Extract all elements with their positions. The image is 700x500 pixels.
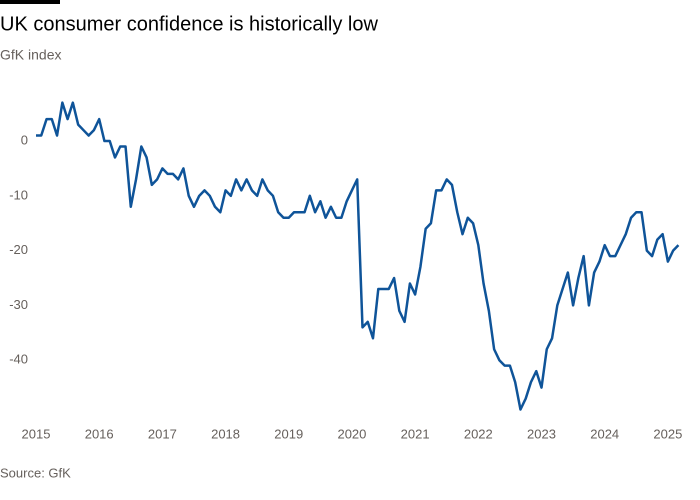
x-tick-label: 2016 (85, 426, 114, 441)
brand-bar (0, 0, 60, 4)
x-tick-label: 2021 (401, 426, 430, 441)
x-tick-label: 2018 (211, 426, 240, 441)
chart-subtitle: GfK index (0, 47, 61, 63)
y-tick-label: -20 (9, 242, 28, 257)
x-tick-label: 2022 (464, 426, 493, 441)
x-tick-label: 2019 (274, 426, 303, 441)
x-tick-label: 2025 (653, 426, 682, 441)
data-line (36, 101, 680, 411)
x-tick-label: 2015 (22, 426, 51, 441)
y-tick-label: 0 (21, 132, 28, 147)
source: Source: GfK (0, 465, 71, 480)
y-tick-label: -30 (9, 297, 28, 312)
x-tick-label: 2017 (148, 426, 177, 441)
chart-title: UK consumer confidence is historically l… (0, 13, 378, 35)
x-tick-label: 2023 (527, 426, 556, 441)
x-tick-label: 2020 (337, 426, 366, 441)
y-tick-label: -40 (9, 352, 28, 367)
x-tick-label: 2024 (590, 426, 619, 441)
y-tick-label: -10 (9, 187, 28, 202)
